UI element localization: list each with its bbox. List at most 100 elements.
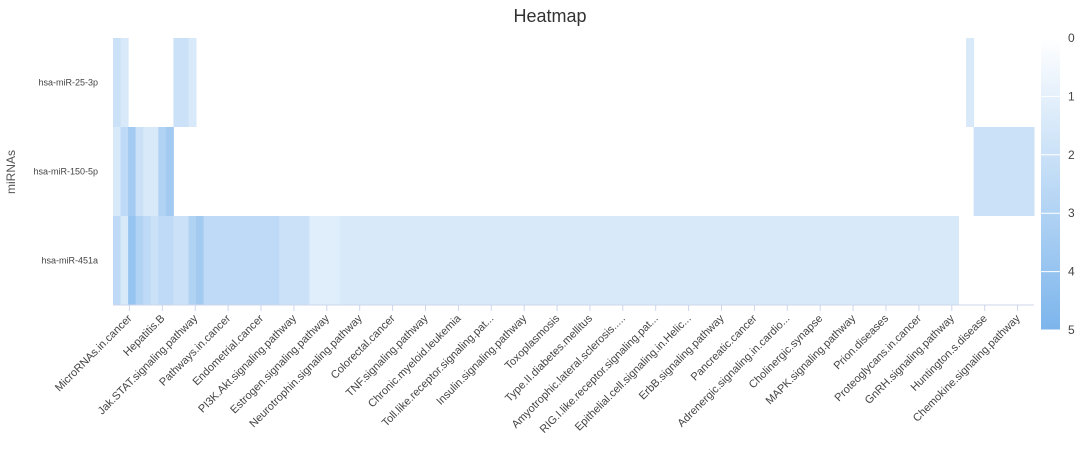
legend-tick-label: 1 [1068,89,1075,103]
heatmap-cell [550,216,559,305]
heatmap-cell [143,216,152,305]
heatmap-cell [173,38,182,127]
heatmap-cell [626,216,635,305]
heatmap-cell [294,216,303,305]
legend-color-bar [1041,38,1060,330]
y-tick-label: hsa-miR-150-5p [33,167,98,177]
heatmap-cell [950,216,960,305]
y-axis-label: miRNAs [4,150,18,194]
heatmap-cell [860,216,869,305]
heatmap-cell [188,216,197,305]
heatmap-cell [150,127,159,216]
heatmap-cell [498,216,507,305]
heatmap-cell [113,127,122,216]
heatmap-cell [648,216,658,305]
heatmap-cell [928,216,937,305]
heatmap-cell [996,127,1005,216]
color-legend: 0 1 2 3 4 5 [1041,31,1075,337]
heatmap-cell [392,216,401,305]
heatmap-cell [279,216,288,305]
heatmap-cell [988,127,997,216]
heatmap-cell [407,216,416,305]
heatmap-cell [664,216,673,305]
heatmap-cell [490,216,499,305]
heatmap-cell [701,216,710,305]
heatmap-cell [158,216,167,305]
heatmap-cell [165,127,174,216]
heatmap-cell [528,216,537,305]
heatmap-cell [211,216,220,305]
heatmap-cell [769,216,778,305]
heatmap-cell [867,216,876,305]
heatmap-cell [362,216,371,305]
heatmap-cell [513,216,522,305]
heatmap-cell [641,216,650,305]
heatmap-cell [263,216,273,305]
heatmap-cell [165,216,174,305]
heatmap-cell [128,216,137,305]
heatmap-cell [414,216,424,305]
heatmap-cell [611,216,620,305]
heatmap-cell [973,127,982,216]
heatmap-cell [573,216,582,305]
heatmap-cell [830,216,839,305]
heatmap-cell [180,38,189,127]
heatmap-cell [1011,127,1020,216]
y-axis-ticks: hsa-miR-25-3p hsa-miR-150-5p hsa-miR-451a [33,78,98,266]
heatmap-cell [369,216,378,305]
heatmap-cell [920,216,929,305]
heatmap-cell [452,216,461,305]
heatmap-cell [135,216,144,305]
heatmap-cell [565,216,574,305]
heatmap-cell [732,216,741,305]
heatmap-cell [437,216,446,305]
heatmap-cell [709,216,718,305]
heatmap-cell [135,127,144,216]
heatmap-cell [966,38,975,127]
heatmap-cell [482,216,491,305]
heatmap-cell [603,216,612,305]
heatmap-cell [792,216,801,305]
heatmap-cell [633,216,642,305]
heatmap-cell [180,216,189,305]
heatmap-cell [316,216,325,305]
heatmap-cell [331,216,340,305]
heatmap-cell [173,216,182,305]
heatmap-cell [799,216,809,305]
heatmap-cell [543,216,552,305]
heatmap-cell [943,216,952,305]
heatmap-cell [905,216,914,305]
heatmap-cell [422,216,431,305]
heatmap-cell [113,38,122,127]
heatmap-cell [822,216,831,305]
heatmap-cell [188,38,197,127]
heatmap-cell [1018,127,1027,216]
heatmap-cell [747,216,756,305]
legend-tick-label: 5 [1068,323,1075,337]
heatmap-cell [399,216,408,305]
heatmap-cell [158,127,167,216]
heatmap-cells [113,38,1035,305]
heatmap-cell [384,216,393,305]
heatmap-cell [226,216,235,305]
heatmap-cell [724,216,733,305]
heatmap-cell [475,216,484,305]
heatmap-cell [656,216,665,305]
heatmap-cell [807,216,816,305]
heatmap-cell [445,216,454,305]
heatmap-cell [520,216,529,305]
legend-tick-label: 4 [1068,265,1075,279]
heatmap-cell [558,216,567,305]
heatmap-cell [762,216,771,305]
heatmap-cell [618,216,627,305]
heatmap-cell [120,38,129,127]
heatmap-cell [248,216,257,305]
heatmap-cell [430,216,439,305]
heatmap-cell [203,216,212,305]
heatmap-cell [324,216,333,305]
heatmap-cell [837,216,846,305]
heatmap-cell [339,216,348,305]
heatmap-cell [981,127,990,216]
heatmap-cell [218,216,227,305]
heatmap-cell [935,216,944,305]
